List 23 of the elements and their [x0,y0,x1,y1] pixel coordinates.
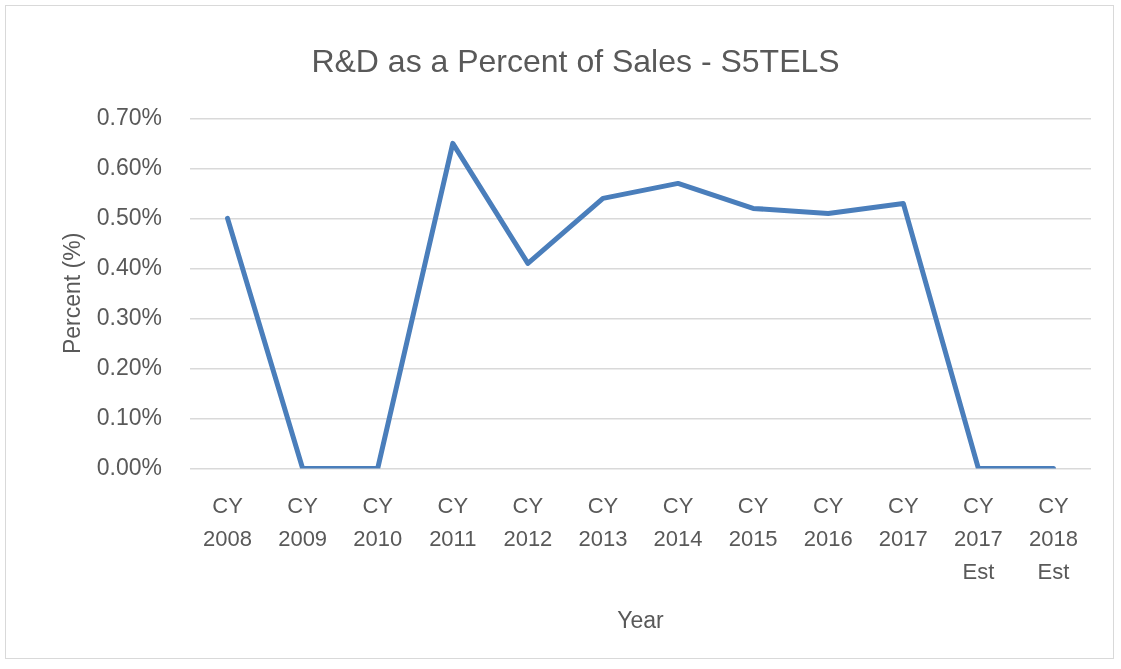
x-tick-label: CY 2016 [803,492,853,551]
y-tick-label: 0.40% [96,253,162,280]
y-tick-label: 0.20% [96,353,162,380]
x-tick-label: CY 2013 [578,492,628,551]
x-tick-label: CY 2014 [653,492,703,551]
x-tick-label: CY 2011 [429,492,477,551]
y-tick-label: 0.00% [96,453,162,480]
x-tick-label: CY 2017 [878,492,928,551]
x-tick-label: CY 2017 Est [953,492,1003,584]
y-axis-title: Percent (%) [59,232,86,355]
y-tick-label: 0.10% [96,403,162,430]
x-tick-label: CY 2008 [203,492,253,551]
x-tick-label: CY 2015 [728,492,778,551]
x-tick-label: CY 2018 Est [1028,492,1078,584]
y-tick-label: 0.70% [96,103,162,130]
x-tick-label: CY 2012 [503,492,553,551]
x-tick-label: CY 2009 [278,492,328,551]
x-axis-title: Year [617,606,665,633]
x-tick-label: CY 2010 [353,492,403,551]
y-tick-label: 0.50% [96,203,162,230]
y-tick-label: 0.30% [96,303,162,330]
chart-title: R&D as a Percent of Sales - S5TELS [311,43,840,80]
y-tick-label: 0.60% [96,153,162,180]
